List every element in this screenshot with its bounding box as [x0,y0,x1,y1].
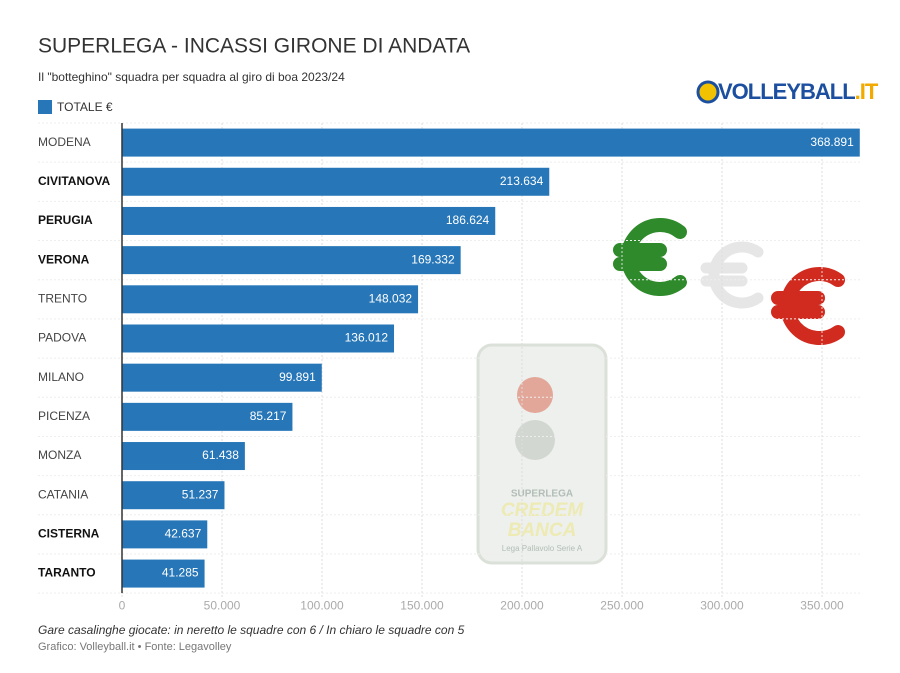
value-label: 61.438 [202,448,239,462]
superlega-watermark: SUPERLEGA CREDEM BANCA Lega Pallavolo Se… [476,343,608,565]
value-label: 186.624 [446,213,490,227]
value-label: 42.637 [165,527,202,541]
y-tick-label: PERUGIA [38,213,93,227]
euro-icon [700,241,764,309]
plot: 0 50.000 100.000 150.000 200.000 250.000 300.0… [38,122,862,612]
y-tick-label: TRENTO [38,291,87,305]
bar [122,520,208,549]
x-tick-label: 0 [119,598,126,612]
chart-title: SUPERLEGA - INCASSI GIRONE DI ANDATA [38,35,470,58]
legend-swatch [38,100,52,114]
bar [122,324,395,353]
note: Gare casalinghe giocate: in neretto le s… [38,623,465,637]
source: Grafico: Volleyball.it • Fonte: Legavoll… [38,641,232,653]
watermark-text: Lega Pallavolo Serie A [502,544,583,553]
y-tick-label: CATANIA [38,487,88,501]
y-tick-label: PADOVA [38,331,86,345]
y-tick-label: MILANO [38,370,84,384]
bar [122,128,860,157]
watermark-text: SUPERLEGA [511,489,573,500]
value-label: 136.012 [345,331,389,345]
x-tick-label: 350.000 [800,598,844,612]
value-label: 368.891 [810,135,854,149]
value-label: 85.217 [250,409,287,423]
bar [122,285,419,314]
bar [122,363,322,392]
y-tick-label: MODENA [38,135,91,149]
value-label: 169.332 [411,252,455,266]
y-tick-label: CIVITANOVA [38,174,111,188]
value-label: 213.634 [500,174,544,188]
value-label: 41.285 [162,566,199,580]
bar [122,481,225,510]
bar [122,246,461,275]
watermark-text: CREDEM [501,500,585,521]
euro-icon [613,218,687,296]
y-tick-label: TARANTO [38,566,96,580]
x-tick-label: 50.000 [204,598,241,612]
x-tick-label: 150.000 [400,598,444,612]
y-tick-label: PICENZA [38,409,90,423]
value-label: 148.032 [369,291,413,305]
x-tick-label: 300.000 [700,598,744,612]
bar [122,559,205,588]
logo-suffix: .IT [855,79,879,104]
bar [122,206,496,235]
x-tick-label: 250.000 [600,598,644,612]
logo: VOLLEYBALL.IT [718,79,879,104]
bar [122,167,550,196]
watermark-figure [517,377,553,413]
x-tick-label: 100.000 [300,598,344,612]
bar [122,402,293,431]
watermark-text: BANCA [508,520,577,541]
x-tick-label: 200.000 [500,598,544,612]
chart-subtitle: Il "botteghino" squadra per squadra al g… [38,70,345,84]
y-tick-label: MONZA [38,448,81,462]
value-label: 51.237 [182,487,219,501]
euro-icons [613,218,845,345]
watermark-figure [515,420,555,460]
logo-ball [696,80,720,104]
bar [122,442,245,471]
logo-text: VOLLEYBALL [718,79,855,104]
euro-icon [771,267,845,345]
value-label: 99.891 [279,370,316,384]
y-tick-label: VERONA [38,252,90,266]
legend-label: TOTALE € [57,100,113,114]
y-tick-label: CISTERNA [38,527,100,541]
